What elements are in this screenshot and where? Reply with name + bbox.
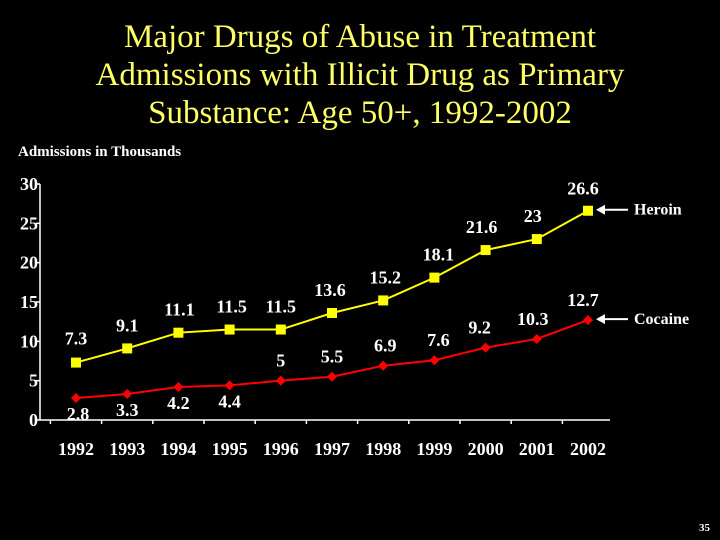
data-label: 5 xyxy=(276,351,285,371)
cocaine-point xyxy=(531,333,542,344)
data-label: 6.9 xyxy=(374,336,397,356)
heroin-point xyxy=(480,245,491,256)
heroin-point xyxy=(583,205,593,216)
data-label: 12.7 xyxy=(567,290,599,310)
data-label: 7.6 xyxy=(427,330,450,350)
data-label: 15.2 xyxy=(369,267,401,287)
data-label: 3.3 xyxy=(116,400,139,420)
data-label: 9.1 xyxy=(116,315,139,335)
heroin-point xyxy=(327,308,337,319)
cocaine-legend-label: Cocaine xyxy=(634,311,689,328)
data-label: 9.2 xyxy=(468,318,491,338)
x-tick-label: 1993 xyxy=(109,439,145,459)
heroin-legend-label: Heroin xyxy=(634,202,682,219)
cocaine-point xyxy=(71,392,81,403)
data-label: 18.1 xyxy=(423,245,455,265)
y-tick-label: 30 xyxy=(20,174,38,194)
cocaine-point xyxy=(275,375,286,386)
data-label: 4.4 xyxy=(218,391,241,411)
data-label: 21.6 xyxy=(466,217,498,237)
data-label: 11.5 xyxy=(266,297,297,317)
heroin-point xyxy=(224,324,235,335)
x-tick-label: 1995 xyxy=(212,439,248,459)
data-label: 26.6 xyxy=(567,179,599,199)
cocaine-point xyxy=(378,360,389,371)
cocaine-point xyxy=(122,389,133,400)
heroin-point xyxy=(173,327,184,338)
y-tick-label: 15 xyxy=(20,292,38,312)
cocaine-point xyxy=(173,381,184,392)
y-tick-label: 5 xyxy=(29,371,38,391)
x-tick-label: 1996 xyxy=(263,439,299,459)
y-tick-label: 25 xyxy=(20,213,38,233)
cocaine-point xyxy=(327,371,337,382)
cocaine-point xyxy=(583,315,593,326)
data-label: 7.3 xyxy=(65,329,88,349)
x-tick-label: 2002 xyxy=(570,439,606,459)
data-label: 2.8 xyxy=(67,404,90,424)
cocaine-point xyxy=(429,355,440,366)
x-tick-label: 1994 xyxy=(160,439,196,459)
data-label: 23 xyxy=(524,206,542,226)
data-label: 13.6 xyxy=(314,280,346,300)
chart-title: Major Drugs of Abuse in Treatment Admiss… xyxy=(95,19,625,131)
x-tick-label: 1999 xyxy=(416,439,452,459)
x-tick-label: 2000 xyxy=(468,439,504,459)
y-axis-label: Admissions in Thousands xyxy=(18,144,182,160)
heroin-point xyxy=(122,343,133,354)
legend-arrow-head xyxy=(596,204,605,215)
heroin-point xyxy=(378,295,389,306)
x-tick-label: 1997 xyxy=(314,439,350,459)
heroin-point xyxy=(429,272,440,283)
legend-arrow-head xyxy=(596,314,605,325)
y-tick-label: 10 xyxy=(20,331,38,351)
heroin-point xyxy=(531,234,542,245)
data-label: 11.5 xyxy=(216,297,247,317)
heroin-point xyxy=(71,357,81,368)
page-number: 35 xyxy=(699,522,710,534)
y-tick-label: 20 xyxy=(20,253,38,273)
heroin-point xyxy=(275,324,286,335)
x-tick-label: 2001 xyxy=(519,439,555,459)
cocaine-point xyxy=(224,380,235,391)
data-label: 4.2 xyxy=(167,393,190,413)
cocaine-point xyxy=(480,342,491,353)
data-label: 10.3 xyxy=(517,309,549,329)
data-label: 11.1 xyxy=(164,300,195,320)
x-tick-label: 1992 xyxy=(58,439,94,459)
y-tick-label: 0 xyxy=(29,410,38,430)
x-tick-label: 1998 xyxy=(365,439,401,459)
data-label: 5.5 xyxy=(321,347,344,367)
